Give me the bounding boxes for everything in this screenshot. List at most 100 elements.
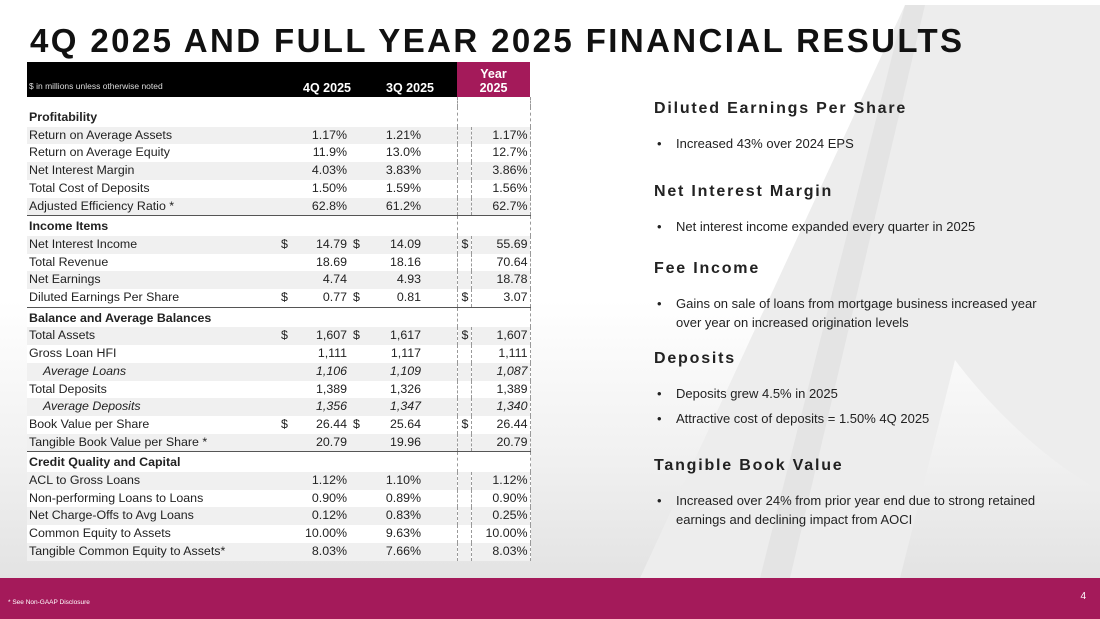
currency-symbol xyxy=(456,197,472,216)
table-row: Adjusted Efficiency Ratio * 62.8% 61.2% 62.… xyxy=(27,197,531,216)
gap-cell xyxy=(423,381,457,399)
row-label: Gross Loan HFI xyxy=(29,346,117,361)
value-3q-2025: 0.83% xyxy=(363,507,423,526)
row-label: Adjusted Efficiency Ratio * xyxy=(27,197,277,216)
currency-symbol xyxy=(277,472,291,490)
value-4q-2025: 1.12% xyxy=(291,472,349,490)
value-year-2025: 20.79 xyxy=(471,433,531,452)
value-3q-2025: 14.09 xyxy=(363,235,423,254)
gap-cell xyxy=(423,289,457,307)
slide-title: 4Q 2025 AND FULL YEAR 2025 FINANCIAL RES… xyxy=(30,22,965,59)
currency-symbol xyxy=(456,542,472,561)
row-label: Net Charge-Offs to Avg Loans xyxy=(27,507,277,526)
gap-cell xyxy=(423,490,457,508)
value-3q-2025: 18.16 xyxy=(389,254,421,269)
row-label: Return on Average Assets xyxy=(27,126,277,145)
table-row: Average Loans 1,106 1,109 1,087 xyxy=(27,362,531,381)
value-3q-2025: 1,617 xyxy=(363,327,423,346)
currency-symbol: $ xyxy=(281,290,288,305)
row-label: Common Equity to Assets xyxy=(29,526,171,541)
gap-cell xyxy=(423,144,457,162)
currency-symbol xyxy=(456,525,472,543)
currency-symbol: $ xyxy=(353,290,360,305)
currency-symbol xyxy=(349,433,363,452)
section-header: Balance and Average Balances xyxy=(27,306,531,328)
section-header: Income Items xyxy=(27,215,531,236)
currency-symbol: $ xyxy=(456,327,472,346)
currency-symbol xyxy=(277,490,291,508)
gap-cell xyxy=(423,345,457,363)
row-label: Non-performing Loans to Loans xyxy=(29,490,204,505)
gap-cell xyxy=(423,126,457,145)
currency-symbol xyxy=(277,398,291,416)
currency-symbol xyxy=(277,381,291,399)
table-units-note: $ in millions unless otherwise noted xyxy=(27,62,291,97)
row-label: Total Revenue xyxy=(29,254,109,269)
currency-symbol xyxy=(456,398,472,416)
highlight-block: Net Interest Margin Net interest income e… xyxy=(654,183,975,236)
row-label: Net Earnings xyxy=(27,271,277,290)
value-4q-2025: 0.12% xyxy=(291,507,349,526)
currency-symbol xyxy=(456,162,472,180)
row-label: Net Interest Income xyxy=(27,235,277,254)
value-year-2025: 3.07 xyxy=(471,289,531,308)
table-row: Total Deposits 1,389 1,326 1,389 xyxy=(27,380,531,399)
currency-symbol: $ xyxy=(456,415,472,434)
currency-symbol xyxy=(277,126,291,145)
table-row: Net Charge-Offs to Avg Loans 0.12% 0.83% 0.… xyxy=(27,507,531,526)
currency-symbol xyxy=(277,271,291,290)
value-3q-2025: 4.93 xyxy=(363,271,423,290)
value-3q-2025: 61.2% xyxy=(363,197,423,216)
row-label: Tangible Book Value per Share * xyxy=(27,433,277,452)
row-label: Total Cost of Deposits xyxy=(29,180,150,195)
table-row: Diluted Earnings Per Share $0.77 $0.81 $3.0… xyxy=(27,289,531,308)
bullet-item: Increased 43% over 2024 EPS xyxy=(654,134,907,153)
table-row: Common Equity to Assets 10.00% 9.63% 10.00% xyxy=(27,525,531,543)
page-number: 4 xyxy=(1080,591,1086,602)
section-title: Income Items xyxy=(27,215,457,236)
currency-symbol xyxy=(349,144,363,162)
currency-symbol xyxy=(456,126,472,145)
currency-symbol xyxy=(349,271,363,290)
highlight-heading: Diluted Earnings Per Share xyxy=(654,100,908,117)
value-year-2025: 1,087 xyxy=(471,362,531,381)
currency-symbol xyxy=(277,197,291,216)
gap-cell xyxy=(423,472,457,490)
section-year-cell xyxy=(456,215,531,236)
table-row: Average Deposits 1,356 1,347 1,340 xyxy=(27,398,531,416)
value-3q-2025: 1,326 xyxy=(389,381,421,396)
table-row: Gross Loan HFI 1,111 1,117 1,111 xyxy=(27,345,531,363)
table-row: Total Cost of Deposits 1.50% 1.59% 1.56% xyxy=(27,179,531,198)
value-3q-2025: 9.63% xyxy=(385,526,421,541)
value-4q-2025: 62.8% xyxy=(291,197,349,216)
column-header-3q-2025: 3Q 2025 xyxy=(363,62,457,97)
currency-symbol xyxy=(456,179,472,198)
table-row: Tangible Common Equity to Assets* 8.03% 7.… xyxy=(27,542,531,561)
currency-symbol xyxy=(277,525,291,543)
year-label: Year xyxy=(480,67,507,81)
bullet-item: Increased over 24% from prior year end d… xyxy=(654,491,1054,529)
value-year-2025: 1.56% xyxy=(471,179,531,198)
value-year-2025: 26.44 xyxy=(471,415,531,434)
currency-symbol xyxy=(456,433,472,452)
value-4q-2025: 0.90% xyxy=(311,490,347,505)
row-label: Total Deposits xyxy=(29,381,107,396)
value-3q-2025: 7.66% xyxy=(363,542,423,561)
value-year-2025: 8.03% xyxy=(471,542,531,561)
highlight-heading: Fee Income xyxy=(654,260,761,277)
value-4q-2025: 4.74 xyxy=(291,271,349,290)
value-4q-2025: 4.03% xyxy=(291,162,349,180)
gap-cell xyxy=(423,433,457,452)
value-4q-2025: 1.17% xyxy=(291,126,349,145)
currency-symbol xyxy=(456,271,472,290)
spacer-cell xyxy=(27,97,457,107)
row-label: Return on Average Equity xyxy=(29,145,170,160)
highlight-block: Diluted Earnings Per Share Increased 43% … xyxy=(654,100,907,153)
gap-cell xyxy=(423,327,457,346)
currency-symbol xyxy=(456,253,472,272)
section-header: Profitability xyxy=(27,107,531,127)
currency-symbol xyxy=(349,197,363,216)
table-row: Non-performing Loans to Loans 0.90% 0.89% 0… xyxy=(27,489,531,508)
value-4q-2025: 1,607 xyxy=(291,327,349,346)
value-3q-2025: 25.64 xyxy=(389,416,421,431)
